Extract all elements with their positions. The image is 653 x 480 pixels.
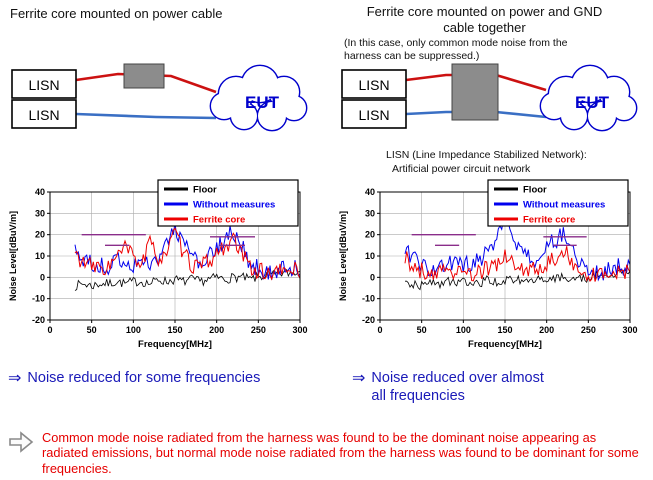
left-conclusion-text: Noise reduced for some frequencies <box>27 370 261 386</box>
right-conclusion: ⇒ Noise reduced over almost all frequenc… <box>352 369 612 405</box>
limit-segments <box>81 233 255 247</box>
double-arrow-icon: ⇒ <box>8 370 22 387</box>
noise-chart-left: 0 50 100 150 200 250 300 -20 -10 0 10 20 30 40 Frequen… <box>8 179 308 350</box>
svg-text:250: 250 <box>251 325 266 335</box>
svg-text:200: 200 <box>539 325 554 335</box>
svg-text:100: 100 <box>126 325 141 335</box>
lisn-label-top: LISN <box>28 77 59 93</box>
series-ferrite-core <box>74 227 301 281</box>
svg-text:250: 250 <box>581 325 596 335</box>
right-circuit-diagram: LISN LISN EUT <box>341 63 638 132</box>
svg-text:0: 0 <box>377 325 382 335</box>
lisn-label-bottom: LISN <box>358 107 389 123</box>
lisn-note: LISN (Line Impedance Stabilized Network)… <box>386 149 587 176</box>
svg-text:10: 10 <box>35 251 45 261</box>
svg-text:Floor: Floor <box>523 185 547 196</box>
svg-text:150: 150 <box>497 325 512 335</box>
lisn-box-bottom <box>341 99 407 129</box>
eut-cloud: EUT <box>539 64 638 132</box>
left-title: Ferrite core mounted on power cable <box>10 6 223 21</box>
gnd-wire-blue <box>75 112 217 120</box>
svg-text:0: 0 <box>40 272 45 282</box>
eut-cloud: EUT <box>209 64 308 132</box>
lisn-label-bottom: LISN <box>28 107 59 123</box>
lisn-box-top <box>341 69 407 99</box>
right-title: Ferrite core mounted on power and GND ca… <box>366 4 603 35</box>
double-arrow-icon: ⇒ <box>352 370 366 387</box>
footnote: Common mode noise radiated from the harn… <box>8 430 648 476</box>
svg-text:300: 300 <box>292 325 307 335</box>
series-ferrite-core <box>404 246 631 283</box>
svg-text:150: 150 <box>167 325 182 335</box>
footnote-text: Common mode noise radiated from the harn… <box>42 430 639 476</box>
svg-text:Ferrite core: Ferrite core <box>193 215 245 226</box>
series-floor <box>74 269 301 291</box>
series-without-measures <box>74 222 301 281</box>
svg-text:50: 50 <box>417 325 427 335</box>
lisn-note-line2: Artificial power circuit network <box>392 162 531 175</box>
svg-text:20: 20 <box>35 230 45 240</box>
block-arrow-icon <box>9 431 34 453</box>
axes: 0 50 100 150 200 250 300 -20 -10 0 10 20 30 40 <box>32 187 308 335</box>
svg-text:Ferrite core: Ferrite core <box>523 215 575 226</box>
svg-text:0: 0 <box>370 272 375 282</box>
svg-text:-20: -20 <box>362 315 375 325</box>
axes: 0 50 100 150 200 250 300 -20 -10 0 10 20 30 40 <box>362 187 638 335</box>
svg-text:40: 40 <box>35 187 45 197</box>
svg-text:10: 10 <box>365 251 375 261</box>
svg-text:100: 100 <box>456 325 471 335</box>
cloud-body <box>211 66 306 130</box>
svg-text:Without measures: Without measures <box>193 200 275 211</box>
ferrite-core-block <box>451 63 499 121</box>
right-conclusion-text: Noise reduced over almost all frequencie… <box>371 370 544 405</box>
legend: Floor Without measures Ferrite core <box>157 179 299 227</box>
lisn-box-top <box>11 69 77 99</box>
svg-text:Without measures: Without measures <box>523 200 605 211</box>
svg-text:20: 20 <box>365 230 375 240</box>
svg-text:40: 40 <box>365 187 375 197</box>
left-conclusion: ⇒ Noise reduced for some frequencies <box>8 369 328 389</box>
svg-text:-20: -20 <box>32 315 45 325</box>
svg-text:0: 0 <box>47 325 52 335</box>
svg-text:30: 30 <box>35 208 45 218</box>
svg-text:-10: -10 <box>362 294 375 304</box>
svg-text:50: 50 <box>87 325 97 335</box>
right-subtitle: (In this case, only common mode noise fr… <box>344 37 568 63</box>
lisn-box-bottom <box>11 99 77 129</box>
svg-text:30: 30 <box>365 208 375 218</box>
y-axis-label: Noise Level[dBuV/m] <box>338 211 348 301</box>
lisn-note-line1: LISN (Line Impedance Stabilized Network)… <box>386 149 587 161</box>
noise-chart-right: 0 50 100 150 200 250 300 -20 -10 0 10 20 30 40 Frequen… <box>338 179 638 350</box>
y-axis-label: Noise Level[dBuV/m] <box>8 211 18 301</box>
svg-text:Floor: Floor <box>193 185 217 196</box>
ferrite-core-block <box>123 63 165 89</box>
lisn-label-top: LISN <box>358 77 389 93</box>
svg-text:-10: -10 <box>32 294 45 304</box>
eut-label: EUT <box>575 93 610 112</box>
left-circuit-diagram: LISN LISN EUT <box>11 63 308 132</box>
eut-label: EUT <box>245 93 280 112</box>
limit-segments <box>411 233 587 247</box>
legend: Floor Without measures Ferrite core <box>487 179 629 227</box>
svg-text:300: 300 <box>622 325 637 335</box>
x-axis-label: Frequency[MHz] <box>468 339 542 350</box>
cloud-body <box>541 66 636 130</box>
x-axis-label: Frequency[MHz] <box>138 339 212 350</box>
svg-text:200: 200 <box>209 325 224 335</box>
